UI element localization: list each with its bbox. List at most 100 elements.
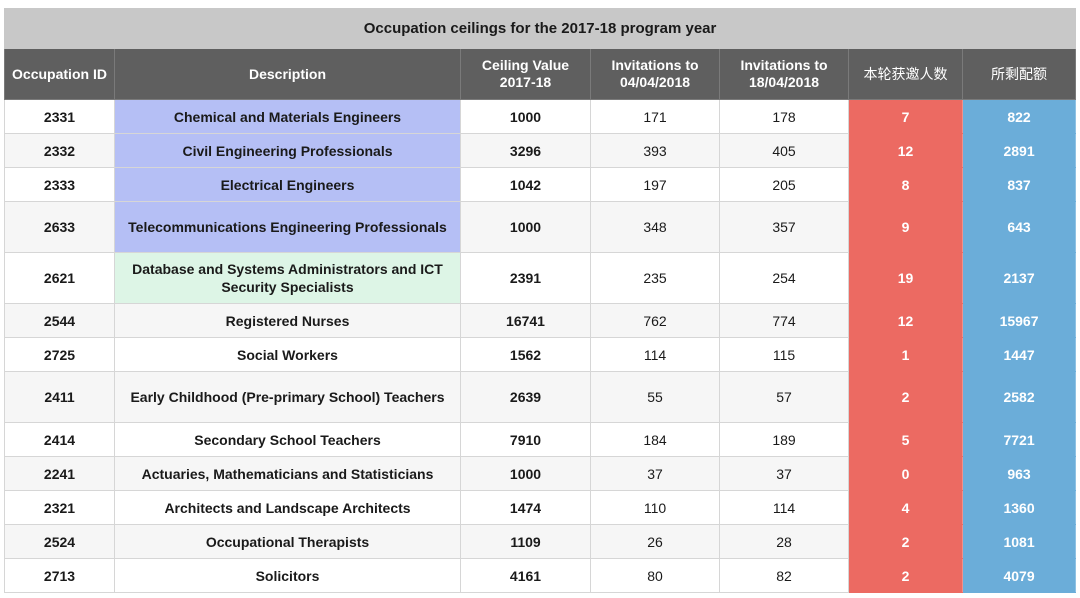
cell-occupation-id: 2331 xyxy=(4,99,115,134)
header-invited-this-round: 本轮获邀人数 xyxy=(848,48,963,100)
cell-ceiling-value: 2391 xyxy=(460,252,591,304)
cell-occupation-id: 2725 xyxy=(4,337,115,372)
cell-ceiling-value: 4161 xyxy=(460,558,591,593)
cell-occupation-id: 2544 xyxy=(4,303,115,338)
cell-ceiling-value: 1000 xyxy=(460,201,591,253)
title-row: Occupation ceilings for the 2017-18 prog… xyxy=(3,8,1077,49)
cell-occupation-id: 2241 xyxy=(4,456,115,491)
cell-remaining-quota: 1447 xyxy=(961,337,1077,372)
header-description: Description xyxy=(114,48,461,100)
cell-invitations-1804: 57 xyxy=(719,371,849,423)
cell-remaining-quota: 837 xyxy=(961,167,1077,202)
cell-invitations-1804: 114 xyxy=(719,490,849,525)
cell-description: Occupational Therapists xyxy=(114,524,461,559)
cell-ceiling-value: 1000 xyxy=(460,99,591,134)
cell-invited-this-round: 2 xyxy=(848,558,963,593)
cell-invitations-1804: 189 xyxy=(719,422,849,457)
cell-invitations-0404: 80 xyxy=(590,558,720,593)
table-row: 2725 Social Workers 1562 114 115 1 1447 xyxy=(4,337,1077,372)
cell-invitations-1804: 115 xyxy=(719,337,849,372)
cell-remaining-quota: 2891 xyxy=(961,133,1077,168)
cell-ceiling-value: 1109 xyxy=(460,524,591,559)
cell-description: Registered Nurses xyxy=(114,303,461,338)
cell-invitations-1804: 774 xyxy=(719,303,849,338)
cell-invited-this-round: 7 xyxy=(848,99,963,134)
cell-invited-this-round: 8 xyxy=(848,167,963,202)
cell-invitations-0404: 348 xyxy=(590,201,720,253)
cell-invitations-1804: 82 xyxy=(719,558,849,593)
cell-invitations-0404: 55 xyxy=(590,371,720,423)
cell-invitations-0404: 114 xyxy=(590,337,720,372)
cell-ceiling-value: 3296 xyxy=(460,133,591,168)
cell-remaining-quota: 2582 xyxy=(961,371,1077,423)
cell-ceiling-value: 1000 xyxy=(460,456,591,491)
cell-invitations-1804: 178 xyxy=(719,99,849,134)
cell-description: Chemical and Materials Engineers xyxy=(114,99,461,134)
table-row: 2333 Electrical Engineers 1042 197 205 8 837 xyxy=(4,167,1077,202)
cell-description: Architects and Landscape Architects xyxy=(114,490,461,525)
header-ceiling-value: Ceiling Value 2017-18 xyxy=(460,48,591,100)
cell-ceiling-value: 1042 xyxy=(460,167,591,202)
header-remaining-quota: 所剩配额 xyxy=(961,48,1077,100)
cell-invited-this-round: 12 xyxy=(848,133,963,168)
cell-invitations-0404: 171 xyxy=(590,99,720,134)
cell-invited-this-round: 2 xyxy=(848,524,963,559)
cell-remaining-quota: 1360 xyxy=(961,490,1077,525)
cell-description: Telecommunications Engineering Professio… xyxy=(114,201,461,253)
cell-invitations-0404: 197 xyxy=(590,167,720,202)
cell-invitations-0404: 762 xyxy=(590,303,720,338)
cell-occupation-id: 2411 xyxy=(4,371,115,423)
cell-invited-this-round: 2 xyxy=(848,371,963,423)
table-row: 2241 Actuaries, Mathematicians and Statis… xyxy=(4,456,1077,491)
cell-occupation-id: 2333 xyxy=(4,167,115,202)
cell-occupation-id: 2524 xyxy=(4,524,115,559)
cell-remaining-quota: 15967 xyxy=(961,303,1077,338)
cell-remaining-quota: 2137 xyxy=(961,252,1077,304)
cell-invitations-0404: 26 xyxy=(590,524,720,559)
occupation-ceilings-table: Occupation ceilings for the 2017-18 prog… xyxy=(3,8,1077,593)
cell-description: Social Workers xyxy=(114,337,461,372)
cell-ceiling-value: 7910 xyxy=(460,422,591,457)
cell-remaining-quota: 1081 xyxy=(961,524,1077,559)
cell-ceiling-value: 1474 xyxy=(460,490,591,525)
table-row: 2414 Secondary School Teachers 7910 184 189 5… xyxy=(4,422,1077,457)
cell-invitations-1804: 357 xyxy=(719,201,849,253)
table-row: 2621 Database and Systems Administrators … xyxy=(4,252,1077,304)
cell-occupation-id: 2621 xyxy=(4,252,115,304)
table-row: 2713 Solicitors 4161 80 82 2 4079 xyxy=(4,558,1077,593)
occupation-ceilings-table-container: Occupation ceilings for the 2017-18 prog… xyxy=(3,8,1077,593)
cell-invitations-0404: 37 xyxy=(590,456,720,491)
cell-remaining-quota: 963 xyxy=(961,456,1077,491)
cell-ceiling-value: 1562 xyxy=(460,337,591,372)
cell-remaining-quota: 643 xyxy=(961,201,1077,253)
cell-description: Secondary School Teachers xyxy=(114,422,461,457)
cell-invitations-1804: 205 xyxy=(719,167,849,202)
cell-occupation-id: 2332 xyxy=(4,133,115,168)
cell-description: Early Childhood (Pre-primary School) Tea… xyxy=(114,371,461,423)
header-invitations-0404: Invitations to 04/04/2018 xyxy=(590,48,720,100)
table-title: Occupation ceilings for the 2017-18 prog… xyxy=(3,8,1077,49)
table-row: 2544 Registered Nurses 16741 762 774 12 15967 xyxy=(4,303,1077,338)
cell-invitations-1804: 37 xyxy=(719,456,849,491)
cell-description: Database and Systems Administrators and … xyxy=(114,252,461,304)
cell-invited-this-round: 9 xyxy=(848,201,963,253)
cell-invited-this-round: 12 xyxy=(848,303,963,338)
table-row: 2331 Chemical and Materials Engineers 1000… xyxy=(4,99,1077,134)
cell-invitations-0404: 184 xyxy=(590,422,720,457)
cell-description: Civil Engineering Professionals xyxy=(114,133,461,168)
cell-description: Actuaries, Mathematicians and Statistici… xyxy=(114,456,461,491)
header-invitations-1804: Invitations to 18/04/2018 xyxy=(719,48,849,100)
table-row: 2321 Architects and Landscape Architects 1… xyxy=(4,490,1077,525)
cell-invited-this-round: 1 xyxy=(848,337,963,372)
cell-invitations-1804: 28 xyxy=(719,524,849,559)
cell-invitations-1804: 405 xyxy=(719,133,849,168)
cell-invitations-1804: 254 xyxy=(719,252,849,304)
cell-ceiling-value: 16741 xyxy=(460,303,591,338)
cell-ceiling-value: 2639 xyxy=(460,371,591,423)
cell-occupation-id: 2321 xyxy=(4,490,115,525)
cell-description: Electrical Engineers xyxy=(114,167,461,202)
cell-remaining-quota: 822 xyxy=(961,99,1077,134)
cell-invitations-0404: 235 xyxy=(590,252,720,304)
table-row: 2411 Early Childhood (Pre-primary School)… xyxy=(4,371,1077,423)
table-row: 2524 Occupational Therapists 1109 26 28 2 1081 xyxy=(4,524,1077,559)
